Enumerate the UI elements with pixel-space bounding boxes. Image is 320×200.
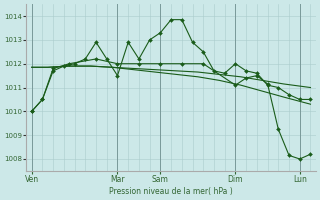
X-axis label: Pression niveau de la mer( hPa ): Pression niveau de la mer( hPa ) (109, 187, 233, 196)
